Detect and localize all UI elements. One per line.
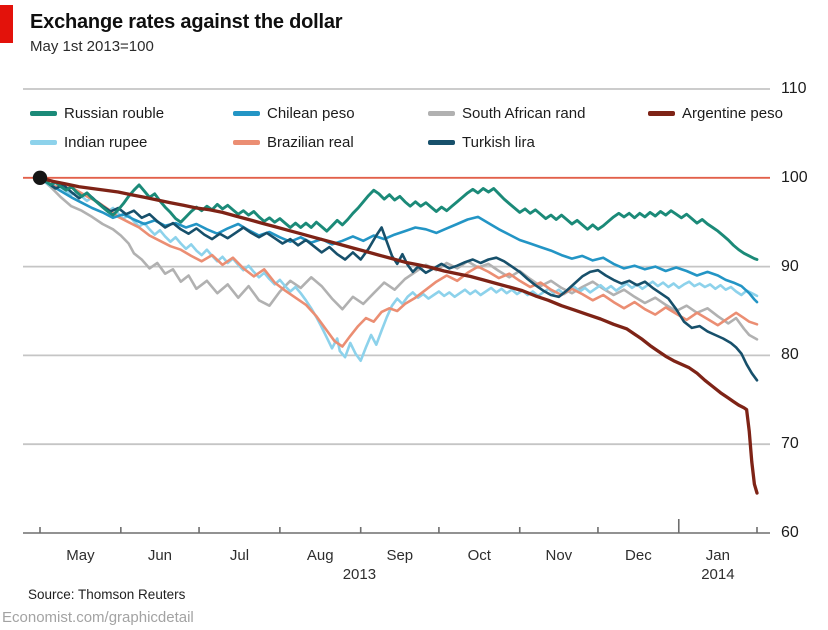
- series-line-brazilian-real: [38, 176, 759, 348]
- month-label-Aug: Aug: [306, 547, 334, 564]
- legend-item-argentine-peso: Argentine peso: [648, 104, 783, 122]
- year-label-2014: 2014: [701, 566, 735, 583]
- month-label-Jul: Jul: [229, 547, 250, 564]
- legend-item-russian-rouble: Russian rouble: [30, 104, 165, 122]
- month-label-May: May: [66, 547, 95, 564]
- legend-label-turkish-lira: Turkish lira: [462, 133, 535, 151]
- month-label-Nov: Nov: [545, 547, 573, 564]
- series-line-south-african-rand: [38, 176, 759, 341]
- month-label-Jun: Jun: [147, 547, 173, 564]
- month-label-Dec: Dec: [625, 547, 652, 564]
- month-label-Oct: Oct: [467, 547, 491, 564]
- legend-item-chilean-peso: Chilean peso: [233, 104, 355, 122]
- legend-item-brazilian-real: Brazilian real: [233, 133, 354, 151]
- y-tick-label-70: 70: [781, 435, 799, 453]
- legend-label-argentine-peso: Argentine peso: [682, 104, 783, 122]
- legend-swatch-turkish-lira: [428, 139, 455, 145]
- legend-item-indian-rupee: Indian rupee: [30, 133, 148, 151]
- month-label-Jan: Jan: [705, 547, 730, 564]
- page-title: Exchange rates against the dollar: [30, 11, 343, 33]
- footer-link: Economist.com/graphicdetail: [2, 609, 194, 626]
- legend-label-chilean-peso: Chilean peso: [267, 104, 355, 122]
- start-point-dot: [32, 170, 48, 185]
- legend-swatch-argentine-peso: [648, 110, 675, 116]
- y-tick-label-110: 110: [781, 80, 807, 97]
- legend-swatch-brazilian-real: [233, 139, 260, 145]
- legend-label-south-african-rand: South African rand: [462, 104, 586, 122]
- chart-subtitle: May 1st 2013=100: [30, 38, 154, 55]
- legend-label-indian-rupee: Indian rupee: [64, 133, 148, 151]
- legend-label-russian-rouble: Russian rouble: [64, 104, 165, 122]
- series-line-argentine-peso: [38, 176, 759, 495]
- legend-swatch-indian-rupee: [30, 139, 57, 145]
- year-label-2013: 2013: [342, 566, 377, 583]
- month-label-Sep: Sep: [386, 547, 414, 564]
- legend-swatch-chilean-peso: [233, 110, 260, 116]
- series-line-turkish-lira: [38, 176, 759, 382]
- source-note: Source: Thomson Reuters: [28, 587, 186, 602]
- y-tick-label-60: 60: [781, 524, 799, 541]
- legend-swatch-south-african-rand: [428, 110, 455, 116]
- y-tick-label-100: 100: [781, 168, 808, 186]
- legend-label-brazilian-real: Brazilian real: [267, 133, 354, 151]
- y-tick-label-80: 80: [781, 346, 799, 364]
- legend-item-south-african-rand: South African rand: [428, 104, 586, 122]
- series-line-russian-rouble: [38, 176, 759, 261]
- legend-swatch-russian-rouble: [30, 110, 57, 116]
- accent-red-block: [0, 5, 13, 43]
- y-tick-label-90: 90: [781, 257, 799, 275]
- legend-item-turkish-lira: Turkish lira: [428, 133, 535, 151]
